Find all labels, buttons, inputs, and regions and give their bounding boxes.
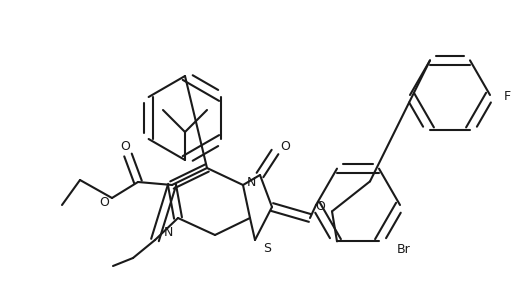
Text: O: O [315,200,325,213]
Text: Br: Br [397,243,411,256]
Text: O: O [99,197,109,209]
Text: O: O [280,141,290,154]
Text: N: N [163,226,172,239]
Text: O: O [120,141,130,154]
Text: N: N [247,176,256,190]
Text: S: S [263,241,271,255]
Text: F: F [504,91,511,103]
